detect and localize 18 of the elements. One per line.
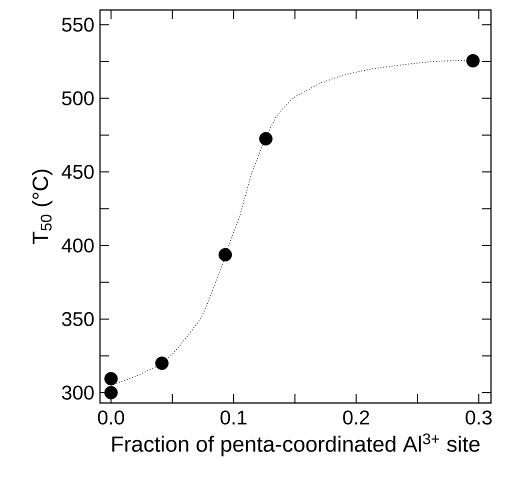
x-tick-label: 0.0: [98, 410, 124, 425]
x-tick-label: 0.3: [466, 410, 492, 425]
point: [104, 386, 118, 400]
point: [155, 356, 169, 370]
y-tick-label: 450: [62, 164, 94, 179]
y-tick-label: 550: [62, 18, 94, 32]
point: [104, 372, 118, 386]
x-tick-label: 0.1: [220, 410, 246, 425]
y-axis-title: T$_{50}$ (°C): [32, 170, 52, 244]
y-tick-label: 500: [62, 91, 94, 106]
y-tick-label: 350: [62, 312, 94, 326]
y-tick-label: 400: [62, 238, 94, 253]
point: [259, 132, 273, 146]
x-tick-label: 0.2: [343, 410, 370, 425]
point: [218, 248, 232, 262]
y-tick-label: 300: [62, 386, 94, 400]
x-axis-title: Fraction of penta-coordinated Al$^{3+}$ site: [112, 433, 480, 456]
point: [466, 54, 480, 68]
